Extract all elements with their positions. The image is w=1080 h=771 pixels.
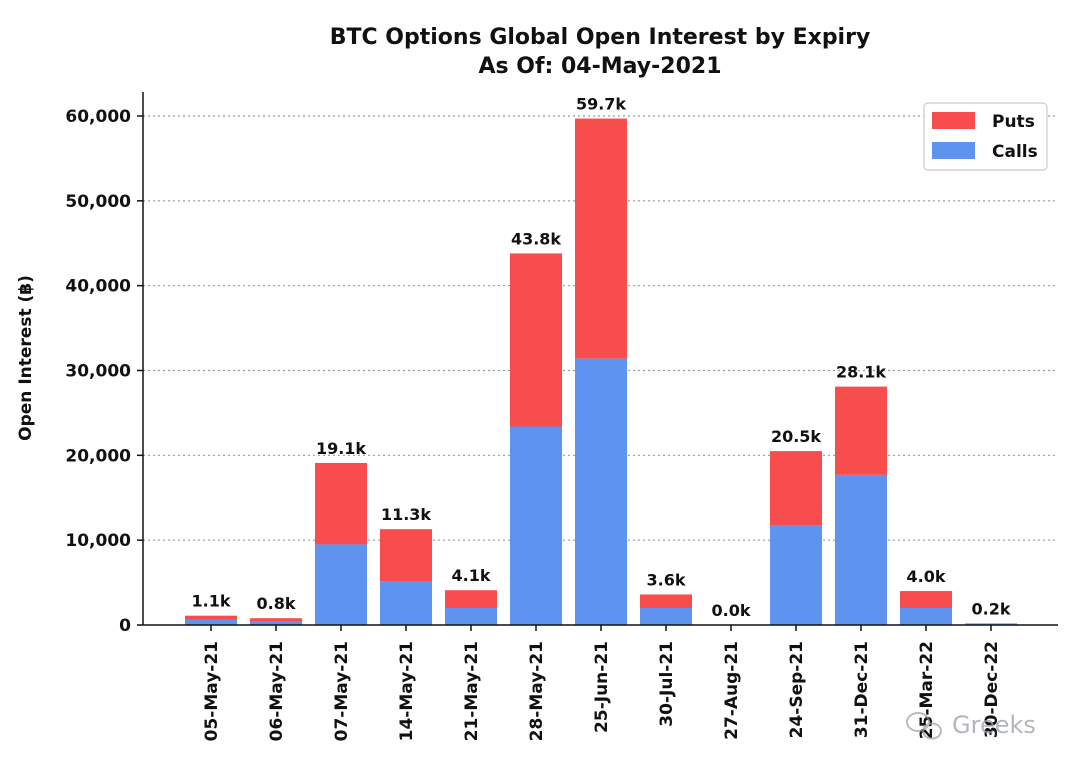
- bar-calls: [835, 474, 887, 625]
- watermark-text: Greeks: [952, 711, 1036, 739]
- bar-calls: [900, 608, 952, 625]
- total-label: 0.8k: [257, 594, 296, 613]
- bar-puts: [510, 253, 562, 427]
- x-tick-label: 21-May-21: [462, 641, 482, 741]
- total-label: 59.7k: [576, 95, 626, 114]
- total-label: 0.0k: [712, 601, 751, 620]
- bar-calls: [770, 525, 822, 625]
- bar-calls: [185, 619, 237, 625]
- y-tick-label: 60,000: [65, 107, 131, 127]
- bar-calls: [575, 358, 627, 625]
- total-label: 1.1k: [192, 592, 231, 611]
- x-tick-label: 25-Mar-22: [917, 641, 937, 739]
- bars: [185, 118, 1017, 625]
- bar-calls: [510, 426, 562, 625]
- legend-label-calls: Calls: [992, 142, 1038, 162]
- y-tick-label: 0: [119, 616, 131, 636]
- y-tick-label: 30,000: [65, 362, 131, 382]
- y-axis-label: Open Interest (฿): [16, 275, 36, 441]
- legend-swatch-puts: [932, 112, 975, 129]
- y-ticks: 0 10,000 20,000 30,000 40,000 50,000 60,000: [65, 107, 143, 636]
- legend: Puts Calls: [923, 102, 1048, 171]
- total-label: 0.2k: [972, 599, 1011, 618]
- y-tick-label: 20,000: [65, 446, 131, 466]
- x-tick-label: 07-May-21: [332, 641, 352, 741]
- x-tick-label: 14-May-21: [397, 641, 417, 741]
- total-labels: 1.1k 0.8k 19.1k 11.3k 4.1k 43.8k 59.7k 3.6k 0.0k…: [192, 95, 1011, 620]
- y-tick-label: 10,000: [65, 531, 131, 551]
- bar-calls: [445, 608, 497, 625]
- bar-puts: [445, 590, 497, 609]
- x-tick-label: 28-May-21: [527, 641, 547, 741]
- x-ticks: 05-May-21 06-May-21 07-May-21 14-May-21 21-M…: [202, 625, 1002, 741]
- watermark: Greeks: [906, 711, 1036, 740]
- bar-puts: [835, 386, 887, 475]
- bar-puts: [575, 118, 627, 359]
- bar-calls: [315, 544, 367, 625]
- chart-subtitle: As Of: 04-May-2021: [478, 54, 721, 79]
- x-tick-label: 06-May-21: [267, 641, 287, 741]
- y-tick-label: 50,000: [65, 192, 131, 212]
- wechat-icon: [906, 712, 942, 740]
- total-label: 20.5k: [771, 427, 821, 446]
- bar-puts: [380, 529, 432, 582]
- x-tick-label: 24-Sep-21: [787, 641, 807, 738]
- legend-label-puts: Puts: [992, 112, 1035, 132]
- total-label: 4.0k: [907, 567, 946, 586]
- bar-calls: [380, 581, 432, 625]
- bar-puts: [315, 462, 367, 545]
- bar-puts: [770, 451, 822, 526]
- x-tick-label: 25-Jun-21: [592, 641, 612, 733]
- x-tick-label: 27-Aug-21: [722, 641, 742, 740]
- bar-calls: [640, 608, 692, 625]
- bar-puts: [250, 618, 302, 622]
- total-label: 43.8k: [511, 229, 561, 248]
- x-tick-label: 05-May-21: [202, 641, 222, 741]
- chart-title: BTC Options Global Open Interest by Expi…: [330, 25, 871, 50]
- x-tick-label: 30-Dec-22: [982, 641, 1002, 738]
- total-label: 4.1k: [452, 566, 491, 585]
- total-label: 28.1k: [836, 363, 886, 382]
- legend-swatch-calls: [932, 142, 975, 159]
- y-tick-label: 40,000: [65, 277, 131, 297]
- total-label: 11.3k: [381, 505, 431, 524]
- bar-puts: [900, 591, 952, 609]
- total-label: 19.1k: [316, 439, 366, 458]
- bar-puts: [185, 615, 237, 620]
- total-label: 3.6k: [647, 570, 686, 589]
- x-tick-label: 31-Dec-21: [852, 641, 872, 738]
- bar-puts: [640, 594, 692, 609]
- x-tick-label: 30-Jul-21: [657, 641, 677, 727]
- bar-calls: [250, 621, 302, 625]
